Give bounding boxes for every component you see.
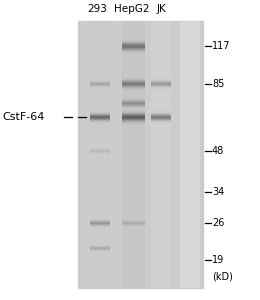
Text: 34: 34 xyxy=(212,187,224,197)
Text: 117: 117 xyxy=(212,41,230,51)
Text: HepG2: HepG2 xyxy=(114,4,149,14)
Text: JK: JK xyxy=(156,4,166,14)
Text: 19: 19 xyxy=(212,255,224,265)
Text: 293: 293 xyxy=(88,4,107,14)
Text: 48: 48 xyxy=(212,146,224,156)
Text: 26: 26 xyxy=(212,218,224,228)
Text: CstF-64: CstF-64 xyxy=(3,112,45,122)
Bar xyxy=(78,21,203,288)
Text: (kD): (kD) xyxy=(212,272,233,282)
Text: 85: 85 xyxy=(212,79,224,89)
